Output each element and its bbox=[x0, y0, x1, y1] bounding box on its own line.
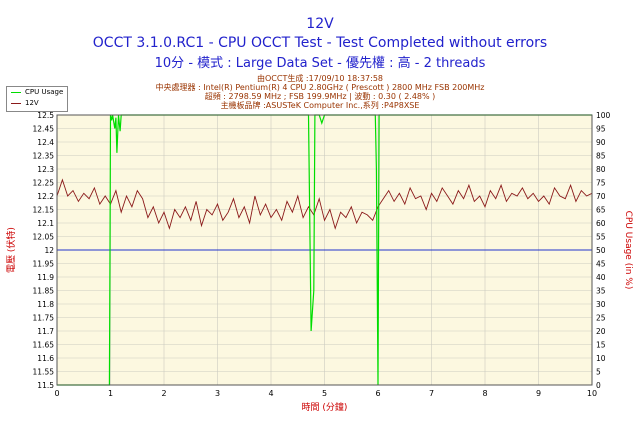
y2-tick-label: 70 bbox=[596, 192, 606, 201]
y2-tick-label: 95 bbox=[596, 125, 606, 134]
y-tick-label: 12.15 bbox=[33, 206, 55, 215]
y2-tick-label: 10 bbox=[596, 354, 606, 363]
y-tick-label: 11.6 bbox=[37, 354, 54, 363]
x-tick-label: 10 bbox=[587, 389, 597, 398]
y-tick-label: 11.55 bbox=[33, 368, 55, 377]
motherboard-info: 主機板品牌 :ASUSTeK Computer Inc.,系列 :P4P8XSE bbox=[220, 101, 420, 110]
test-mode: 10分 - 模式 : Large Data Set - 優先權 : 高 - 2 … bbox=[154, 56, 486, 71]
y-tick-label: 11.75 bbox=[33, 314, 55, 323]
y2-tick-label: 15 bbox=[596, 341, 606, 350]
y2-tick-label: 20 bbox=[596, 327, 606, 336]
y2-tick-label: 90 bbox=[596, 138, 606, 147]
x-tick-label: 6 bbox=[375, 389, 380, 398]
y-tick-label: 11.85 bbox=[33, 287, 55, 296]
cpu-info: 中央處理器 : Intel(R) Pentium(R) 4 CPU 2.80GH… bbox=[155, 83, 485, 92]
x-tick-label: 3 bbox=[215, 389, 220, 398]
y2-tick-label: 45 bbox=[596, 260, 606, 269]
legend-swatch-cpu bbox=[11, 92, 21, 93]
y2-axis-title: CPU Usage (in %) bbox=[623, 211, 633, 290]
plot-frame bbox=[56, 114, 593, 386]
y2-tick-label: 100 bbox=[596, 111, 611, 120]
generated-info: 由OCCT生成 :17/09/10 18:37:58 bbox=[257, 74, 383, 83]
y2-tick-label: 85 bbox=[596, 152, 606, 161]
legend-label-12v: 12V bbox=[25, 99, 39, 107]
y2-tick-label: 65 bbox=[596, 206, 606, 215]
y2-tick-label: 80 bbox=[596, 165, 606, 174]
x-tick-label: 0 bbox=[54, 389, 59, 398]
y2-tick-label: 0 bbox=[596, 381, 601, 390]
x-tick-label: 1 bbox=[108, 389, 113, 398]
y2-tick-label: 30 bbox=[596, 300, 606, 309]
y-axis-title: 電壓 (伏特) bbox=[5, 227, 17, 273]
y2-tick-label: 40 bbox=[596, 273, 606, 282]
y2-tick-label: 25 bbox=[596, 314, 606, 323]
x-axis-title: 時間 (分鐘) bbox=[302, 401, 348, 413]
series-line-cpu-usage bbox=[57, 114, 592, 386]
y-tick-label: 12.4 bbox=[37, 138, 54, 147]
y2-tick-label: 60 bbox=[596, 219, 606, 228]
overclock-info: 超頻 : 2798.59 MHz ; FSB 199.9MHz | 波動 : 0… bbox=[204, 92, 436, 101]
x-tick-label: 9 bbox=[536, 389, 541, 398]
y-tick-label: 12.3 bbox=[37, 165, 54, 174]
y-tick-label: 11.8 bbox=[37, 300, 54, 309]
y-tick-label: 12 bbox=[44, 246, 54, 255]
series-line-12v bbox=[56, 178, 593, 230]
x-tick-label: 4 bbox=[268, 389, 273, 398]
y-tick-label: 12.35 bbox=[33, 152, 55, 161]
chart-title: 12V bbox=[306, 16, 334, 32]
y-tick-label: 12.2 bbox=[37, 192, 54, 201]
x-tick-label: 5 bbox=[322, 389, 327, 398]
legend: CPU Usage 12V bbox=[6, 86, 68, 112]
y2-tick-label: 35 bbox=[596, 287, 606, 296]
y-tick-label: 12.1 bbox=[37, 219, 54, 228]
y-tick-label: 11.5 bbox=[37, 381, 54, 390]
y-tick-label: 12.25 bbox=[33, 179, 55, 188]
y2-tick-label: 55 bbox=[596, 233, 606, 242]
y-tick-label: 12.45 bbox=[33, 125, 55, 134]
y2-tick-label: 75 bbox=[596, 179, 606, 188]
legend-swatch-12v bbox=[11, 103, 21, 104]
y-tick-label: 11.7 bbox=[37, 327, 54, 336]
y-tick-label: 11.95 bbox=[33, 260, 55, 269]
y-tick-label: 11.9 bbox=[37, 273, 54, 282]
y2-tick-label: 5 bbox=[596, 368, 601, 377]
y-tick-label: 11.65 bbox=[33, 341, 55, 350]
x-tick-label: 7 bbox=[429, 389, 434, 398]
legend-item-cpu: CPU Usage bbox=[7, 87, 67, 98]
legend-label-cpu: CPU Usage bbox=[25, 88, 64, 96]
x-tick-label: 8 bbox=[482, 389, 487, 398]
x-tick-label: 2 bbox=[161, 389, 166, 398]
y2-tick-label: 50 bbox=[596, 246, 606, 255]
legend-item-12v: 12V bbox=[7, 98, 67, 109]
test-summary: OCCT 3.1.0.RC1 - CPU OCCT Test - Test Co… bbox=[92, 35, 548, 51]
y-tick-label: 12.05 bbox=[33, 233, 55, 242]
y-tick-label: 12.5 bbox=[37, 111, 54, 120]
